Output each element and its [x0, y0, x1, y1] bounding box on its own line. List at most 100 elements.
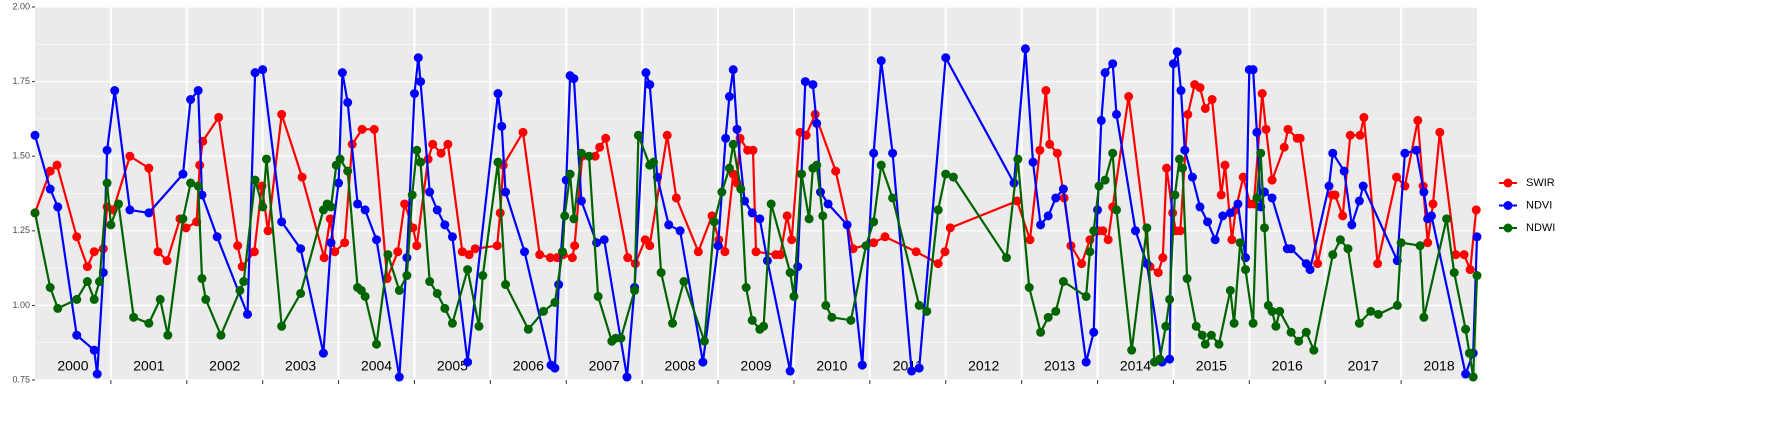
data-point — [447, 318, 457, 328]
data-point — [693, 247, 703, 257]
data-point — [721, 133, 731, 143]
data-point — [569, 74, 579, 84]
data-point — [1100, 175, 1110, 185]
y-tick-label: 1.25 — [12, 225, 30, 235]
data-point — [443, 139, 453, 149]
data-point — [1339, 166, 1349, 176]
data-point — [1343, 244, 1353, 254]
data-point — [95, 277, 105, 287]
data-point — [789, 291, 799, 301]
data-point — [1036, 220, 1046, 230]
data-point — [662, 130, 672, 140]
data-point — [671, 193, 681, 203]
data-point — [1413, 115, 1423, 125]
data-point — [857, 360, 867, 370]
year-label: 2018 — [1423, 358, 1454, 374]
year-label: 2017 — [1348, 358, 1379, 374]
data-point — [1373, 259, 1383, 269]
data-point — [518, 127, 528, 137]
data-point — [92, 369, 102, 379]
data-point — [330, 247, 340, 257]
data-point — [1077, 259, 1087, 269]
data-point — [162, 256, 172, 266]
data-point — [343, 166, 353, 176]
data-point — [463, 265, 473, 275]
data-point — [748, 145, 758, 155]
data-point — [1187, 172, 1197, 182]
data-point — [1180, 145, 1190, 155]
data-point — [1354, 196, 1364, 206]
data-point — [616, 333, 626, 343]
data-point — [1355, 130, 1365, 140]
data-point — [1153, 268, 1163, 278]
data-point — [1108, 148, 1118, 158]
data-point — [402, 271, 412, 281]
data-point — [1203, 217, 1213, 227]
data-point — [846, 315, 856, 325]
data-point — [576, 196, 586, 206]
data-point — [53, 303, 63, 313]
data-point — [623, 253, 633, 263]
data-point — [72, 232, 82, 242]
data-point — [1094, 181, 1104, 191]
data-point — [869, 148, 879, 158]
data-point — [102, 178, 112, 188]
data-point — [818, 211, 828, 221]
data-point — [416, 77, 426, 87]
data-point — [1165, 294, 1175, 304]
data-point — [296, 288, 306, 298]
data-point — [113, 199, 123, 209]
data-point — [1025, 235, 1035, 245]
data-point — [1373, 309, 1383, 319]
data-point — [869, 217, 879, 227]
data-point — [1183, 109, 1193, 119]
data-point — [400, 199, 410, 209]
data-point — [1451, 250, 1461, 260]
data-point — [622, 372, 632, 382]
data-point — [1089, 226, 1099, 236]
data-point — [1275, 306, 1285, 316]
data-point — [1172, 47, 1182, 57]
y-tick-label: 1.00 — [12, 300, 30, 310]
data-point — [478, 271, 488, 281]
data-point — [1435, 127, 1445, 137]
data-point — [570, 241, 580, 251]
data-point — [668, 318, 678, 328]
data-point — [393, 247, 403, 257]
data-point — [1200, 103, 1210, 113]
year-label: 2009 — [740, 358, 771, 374]
data-point — [53, 202, 63, 212]
data-point — [258, 65, 268, 75]
data-point — [1142, 223, 1152, 233]
year-label: 2015 — [1196, 358, 1227, 374]
data-point — [235, 285, 245, 295]
data-point — [911, 247, 921, 257]
y-tick-label: 1.50 — [12, 151, 30, 161]
data-point — [747, 315, 757, 325]
data-point — [1449, 268, 1459, 278]
data-point — [1366, 306, 1376, 316]
year-label: 2000 — [57, 358, 88, 374]
data-point — [30, 130, 40, 140]
data-point — [201, 294, 211, 304]
data-point — [1471, 205, 1481, 215]
data-point — [1392, 172, 1402, 182]
data-point — [645, 80, 655, 90]
data-point — [1175, 226, 1185, 236]
data-point — [1206, 330, 1216, 340]
data-point — [775, 250, 785, 260]
data-point — [129, 312, 139, 322]
data-point — [258, 202, 268, 212]
data-point — [1028, 157, 1038, 167]
data-point — [360, 291, 370, 301]
data-point — [736, 184, 746, 194]
data-point — [1252, 193, 1262, 203]
data-point — [186, 95, 196, 105]
y-tick-label: 0.75 — [12, 374, 30, 384]
data-point — [1419, 312, 1429, 322]
data-point — [1411, 145, 1421, 155]
data-point — [1461, 324, 1471, 334]
data-point — [550, 363, 560, 373]
data-point — [1359, 112, 1369, 122]
